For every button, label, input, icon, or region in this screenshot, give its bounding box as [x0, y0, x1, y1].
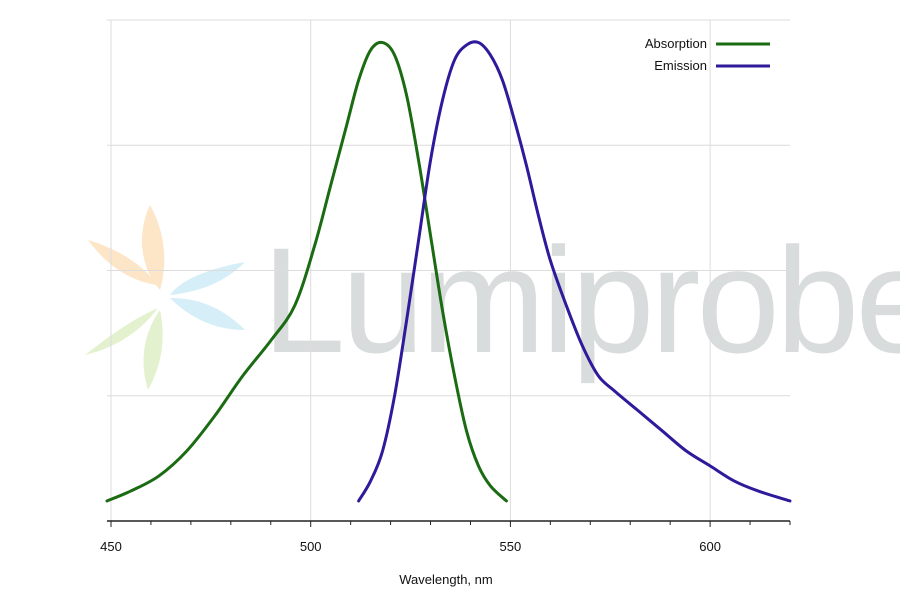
x-tick-label: 500 — [300, 539, 322, 554]
x-axis-title: Wavelength, nm — [399, 572, 492, 587]
watermark: Lumiprobe — [85, 205, 900, 390]
x-axis: 450 500 550 600 — [100, 520, 791, 554]
x-tick-label: 550 — [500, 539, 522, 554]
series-layer — [105, 40, 792, 503]
legend-label-absorption: Absorption — [645, 36, 707, 51]
watermark-text: Lumiprobe — [262, 216, 900, 384]
x-tick-label: 450 — [100, 539, 122, 554]
series-line-absorption — [105, 40, 508, 503]
grid — [107, 19, 790, 521]
legend: Absorption Emission — [645, 36, 770, 73]
lumiprobe-star-logo-icon — [85, 205, 245, 390]
legend-label-emission: Emission — [654, 58, 707, 73]
x-tick-label: 600 — [699, 539, 721, 554]
series-line-emission — [357, 40, 792, 503]
